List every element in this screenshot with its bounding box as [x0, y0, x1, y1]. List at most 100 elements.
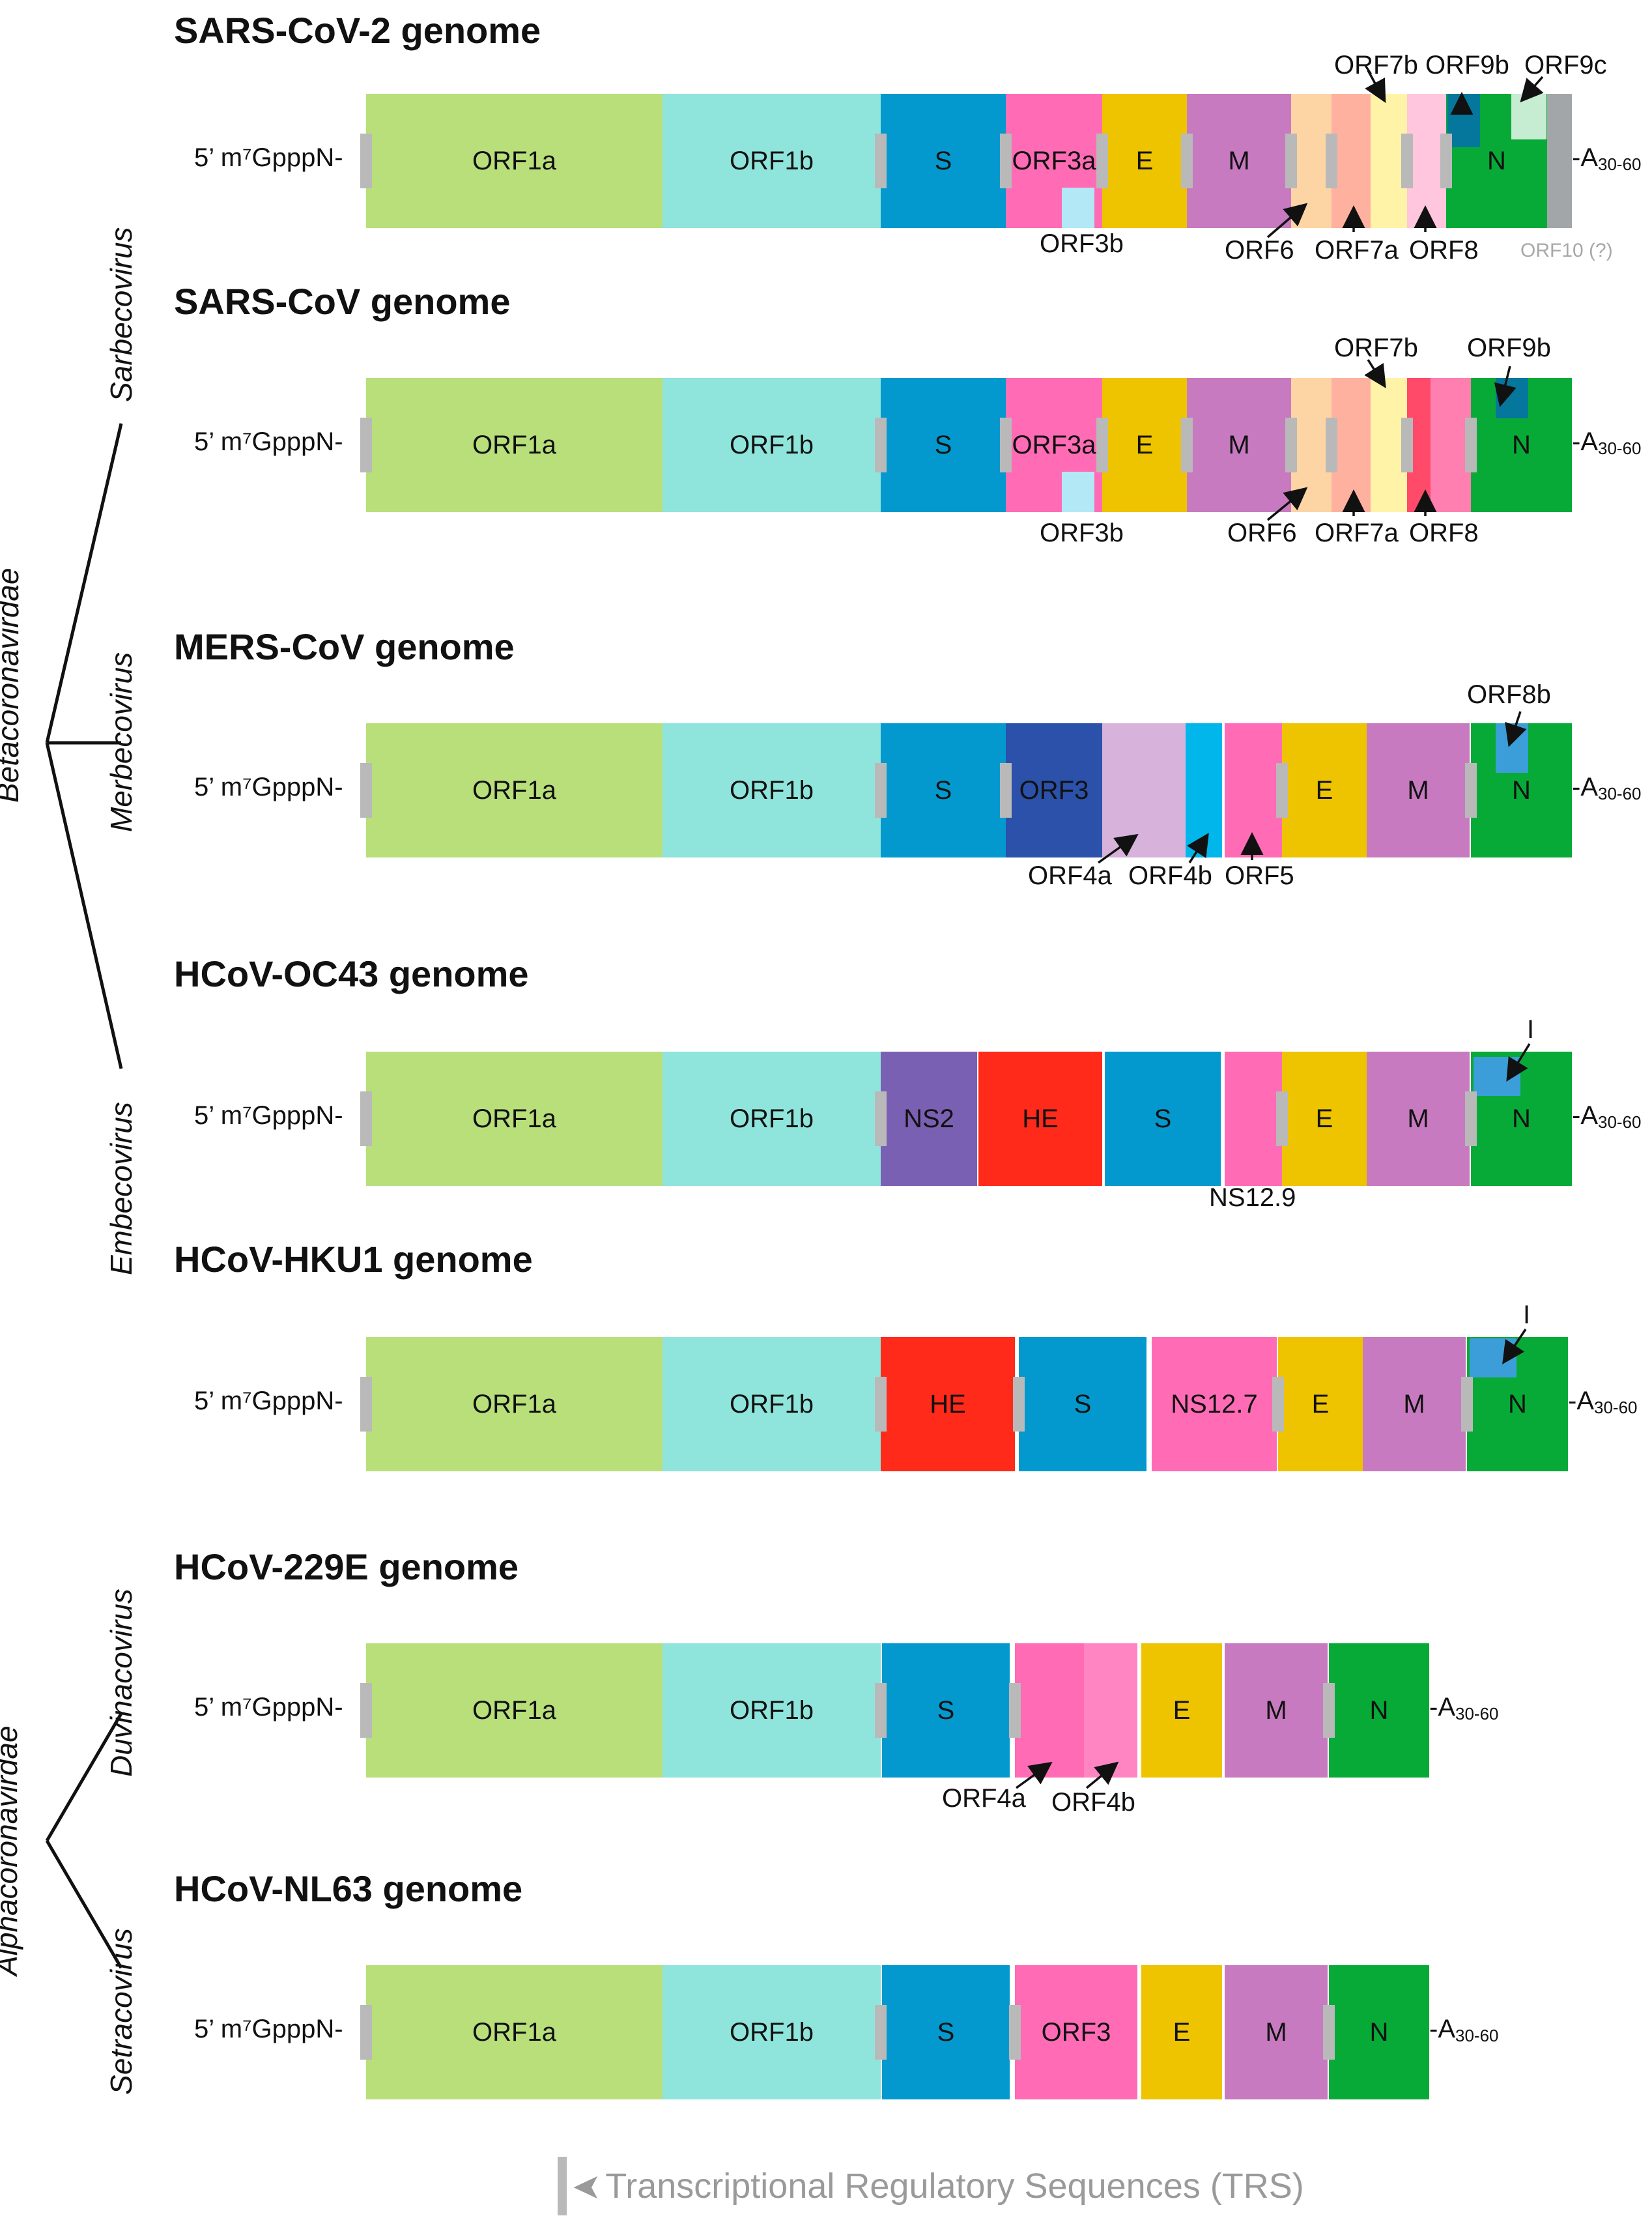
- segment-orf3b: [1062, 472, 1094, 512]
- segment-e: E: [1102, 94, 1187, 228]
- trs-marker: [1096, 134, 1108, 188]
- trs-marker: [875, 134, 887, 188]
- genome-bar-sars-cov: 5’ m⁷GpppN- ORF1a ORF1b S ORF3a E M N -A…: [0, 378, 1652, 515]
- segment-m: M: [1225, 1965, 1328, 2099]
- trs-marker: [1285, 134, 1297, 188]
- genome-bar-hcov-229e: 5’ m⁷GpppN- ORF1a ORF1b S E M N -A30-60: [0, 1643, 1652, 1780]
- label-orf3b: ORF3b: [1040, 229, 1124, 258]
- label-orf3b: ORF3b: [1040, 519, 1124, 547]
- poly-a-tail: -A30-60: [1572, 427, 1642, 458]
- segment-s: S: [881, 723, 1006, 857]
- segment-m: M: [1367, 723, 1470, 857]
- trs-marker: [360, 2005, 372, 2060]
- label-orf7a: ORF7a: [1315, 236, 1399, 265]
- segment-orf1b: ORF1b: [662, 1337, 881, 1471]
- genome-title: SARS-CoV genome: [174, 281, 511, 322]
- genome-title: HCoV-OC43 genome: [174, 953, 529, 994]
- label-i: I: [1523, 1301, 1531, 1329]
- trs-marker: [1013, 1377, 1025, 1432]
- segment-m: M: [1187, 378, 1291, 512]
- segment-orf1a: ORF1a: [366, 1965, 662, 2099]
- segment-n: N: [1329, 1965, 1429, 2099]
- segment-orf1b: ORF1b: [662, 1052, 881, 1186]
- segment-orf9b-body: [1447, 115, 1480, 147]
- label-orf8: ORF8: [1409, 519, 1479, 547]
- segment-orf1a: ORF1a: [366, 1337, 662, 1471]
- label-orf6: ORF6: [1227, 519, 1297, 547]
- segment-ns2: NS2: [881, 1052, 977, 1186]
- poly-a-tail: -A30-60: [1568, 1387, 1638, 1417]
- segment-orf1b: ORF1b: [662, 378, 881, 512]
- segment-orf1a: ORF1a: [366, 723, 662, 857]
- trs-marker: [1461, 1377, 1473, 1432]
- trs-marker: [360, 763, 372, 818]
- trs-marker: [1465, 418, 1477, 472]
- segment-orf1b: ORF1b: [662, 1965, 881, 2099]
- arrow-left-icon: ➤: [572, 2167, 602, 2206]
- segment-ns12-9: [1225, 1052, 1282, 1186]
- trs-marker: [1323, 2005, 1335, 2060]
- genome-bar-hcov-nl63: 5’ m⁷GpppN- ORF1a ORF1b S ORF3 E M N -A3…: [0, 1965, 1652, 2102]
- segment-orf7b: [1371, 94, 1407, 228]
- trs-marker: [1000, 134, 1012, 188]
- segment-e: E: [1282, 723, 1367, 857]
- segment-orf10: [1547, 94, 1572, 228]
- poly-a-tail: -A30-60: [1572, 773, 1642, 803]
- poly-a-tail: -A30-60: [1572, 143, 1642, 174]
- trs-marker: [1276, 763, 1288, 818]
- label-orf10: ORF10 (?): [1520, 240, 1613, 261]
- segment-orf3: ORF3: [1015, 1965, 1137, 2099]
- label-orf8b: ORF8b: [1467, 680, 1551, 709]
- segment-s: S: [882, 1965, 1010, 2099]
- genome-title: HCoV-NL63 genome: [174, 1868, 523, 1909]
- segment-orf8b: [1431, 378, 1471, 512]
- segment-e: E: [1141, 1965, 1222, 2099]
- segment-s: S: [1019, 1337, 1146, 1471]
- segment-ns12-7: NS12.7: [1152, 1337, 1277, 1471]
- segment-s: S: [881, 378, 1006, 512]
- trs-marker: [360, 418, 372, 472]
- segment-s: S: [881, 94, 1006, 228]
- cap-label: 5’ m⁷GpppN-: [194, 143, 343, 172]
- trs-marker: [875, 2005, 887, 2060]
- segment-orf1b: ORF1b: [662, 1643, 881, 1778]
- segment-orf1a: ORF1a: [366, 94, 662, 228]
- label-orf5: ORF5: [1225, 861, 1294, 890]
- trs-marker: [1465, 1091, 1477, 1146]
- label-orf4a: ORF4a: [942, 1784, 1026, 1813]
- label-orf7b: ORF7b: [1334, 51, 1418, 79]
- segment-orf4b: [1084, 1643, 1137, 1778]
- trs-marker: [875, 1683, 887, 1738]
- label-orf7b: ORF7b: [1334, 334, 1418, 362]
- segment-n: N: [1329, 1643, 1429, 1778]
- genome-title: SARS-CoV-2 genome: [174, 10, 541, 51]
- legend: ➤ Transcriptional Regulatory Sequences (…: [558, 2157, 1304, 2215]
- segment-orf3a: ORF3a: [1006, 94, 1102, 228]
- label-orf7a: ORF7a: [1315, 519, 1399, 547]
- segment-he: HE: [881, 1337, 1015, 1471]
- trs-marker: [1000, 763, 1012, 818]
- segment-orf7b: [1371, 378, 1407, 512]
- trs-marker: [1285, 418, 1297, 472]
- trs-marker: [1181, 418, 1193, 472]
- genome-title: MERS-CoV genome: [174, 626, 515, 667]
- label-orf4b: ORF4b: [1128, 861, 1212, 890]
- trs-marker: [875, 418, 887, 472]
- genome-title: HCoV-HKU1 genome: [174, 1239, 533, 1280]
- trs-marker: [1272, 1377, 1284, 1432]
- trs-marker: [360, 1377, 372, 1432]
- label-orf4b: ORF4b: [1051, 1788, 1135, 1817]
- segment-orf3: ORF3: [1006, 723, 1102, 857]
- segment-m: M: [1367, 1052, 1470, 1186]
- trs-marker: [1401, 418, 1413, 472]
- segment-s: S: [882, 1643, 1010, 1778]
- label-ns12-9: NS12.9: [1209, 1183, 1296, 1212]
- poly-a-tail: -A30-60: [1429, 2015, 1499, 2045]
- segment-e: E: [1282, 1052, 1367, 1186]
- cap-label: 5’ m⁷GpppN-: [194, 427, 343, 456]
- genome-title: HCoV-229E genome: [174, 1546, 519, 1587]
- segment-orf3b: [1062, 188, 1094, 228]
- legend-text: Transcriptional Regulatory Sequences (TR…: [605, 2167, 1304, 2206]
